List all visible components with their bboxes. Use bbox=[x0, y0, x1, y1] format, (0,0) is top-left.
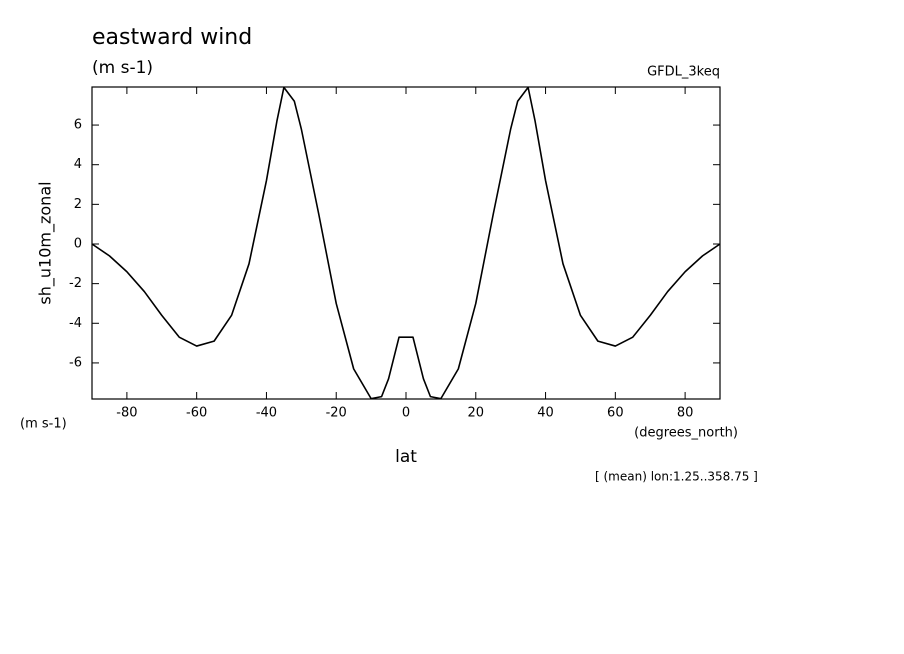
x-tick-label: -60 bbox=[186, 406, 207, 421]
y-tick-label: -4 bbox=[69, 316, 82, 331]
x-axis-label: lat bbox=[395, 447, 417, 467]
chart-title: eastward wind bbox=[92, 25, 252, 50]
y-tick-label: 4 bbox=[74, 157, 82, 172]
y-tick-label: 6 bbox=[74, 118, 82, 133]
source-label: GFDL_3keq bbox=[647, 65, 720, 80]
x-tick-label: -80 bbox=[116, 406, 137, 421]
x-tick-label: 0 bbox=[402, 406, 410, 421]
y-tick-label: 0 bbox=[74, 236, 82, 251]
y-tick-label: -6 bbox=[69, 355, 82, 370]
note: [ (mean) lon:1.25..358.75 ] bbox=[595, 470, 758, 484]
y-unit: (m s-1) bbox=[20, 417, 67, 432]
x-tick-label: -40 bbox=[256, 406, 277, 421]
y-tick-label: -2 bbox=[69, 276, 82, 291]
x-tick-label: -20 bbox=[326, 406, 347, 421]
x-tick-label: 60 bbox=[607, 406, 624, 421]
data-line bbox=[91, 86, 721, 400]
plot-frame bbox=[91, 86, 721, 400]
y-tick-label: 2 bbox=[74, 197, 82, 212]
x-tick-label: 20 bbox=[468, 406, 485, 421]
y-axis-label: sh_u10m_zonal bbox=[36, 181, 56, 304]
x-tick-label: 80 bbox=[677, 406, 694, 421]
x-unit: (degrees_north) bbox=[634, 426, 738, 441]
x-tick-label: 40 bbox=[537, 406, 554, 421]
chart-subtitle: (m s-1) bbox=[92, 58, 153, 78]
